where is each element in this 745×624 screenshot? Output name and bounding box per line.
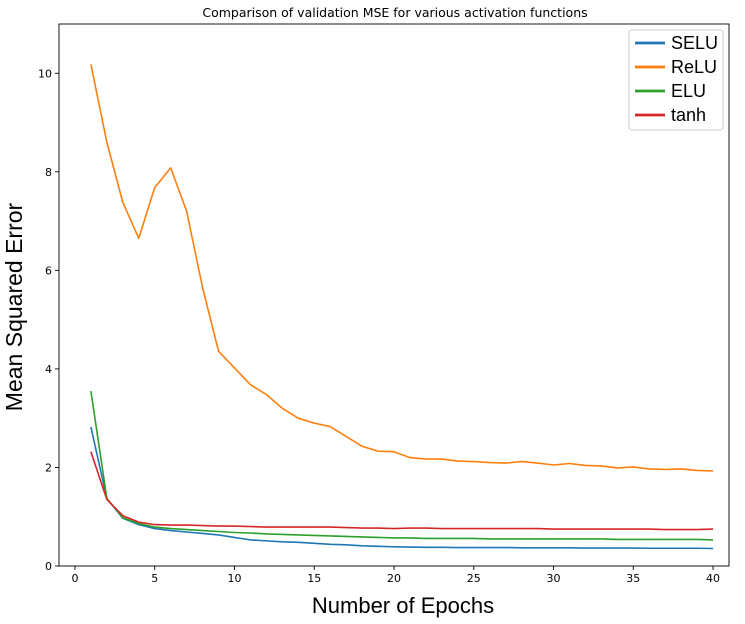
x-tick-label: 0 <box>71 572 78 585</box>
series-line-elu <box>90 390 714 541</box>
y-tick-label: 0 <box>45 560 52 573</box>
x-tick-label: 25 <box>467 572 481 585</box>
x-axis-label: Number of Epochs <box>312 593 494 618</box>
y-tick-label: 10 <box>38 67 52 80</box>
y-tick-label: 4 <box>45 363 52 376</box>
legend-label: ELU <box>671 81 706 101</box>
y-tick-label: 8 <box>45 166 52 179</box>
y-tick-label: 2 <box>45 461 52 474</box>
legend-label: ReLU <box>671 57 717 77</box>
plot-area: 0 5 10 15 20 25 30 35 40 0 2 4 6 8 10 <box>38 23 730 585</box>
x-tick-label: 5 <box>151 572 158 585</box>
legend: SELU ReLU ELU tanh <box>628 29 724 131</box>
x-tick-label: 40 <box>706 572 720 585</box>
legend-label: SELU <box>671 33 718 53</box>
x-tick-label: 35 <box>626 572 640 585</box>
series-line-selu <box>90 426 714 550</box>
legend-box <box>628 29 724 131</box>
y-axis-label: Mean Squared Error <box>1 202 27 411</box>
x-tick-label: 10 <box>227 572 241 585</box>
x-tick-label: 30 <box>547 572 561 585</box>
x-tick-label: 20 <box>387 572 401 585</box>
series-line-tanh <box>90 451 714 531</box>
legend-label: tanh <box>671 105 706 125</box>
y-tick-label: 6 <box>45 264 52 277</box>
chart-title: Comparison of validation MSE for various… <box>202 5 587 20</box>
series-line-relu <box>90 64 714 472</box>
x-tick-label: 15 <box>307 572 321 585</box>
